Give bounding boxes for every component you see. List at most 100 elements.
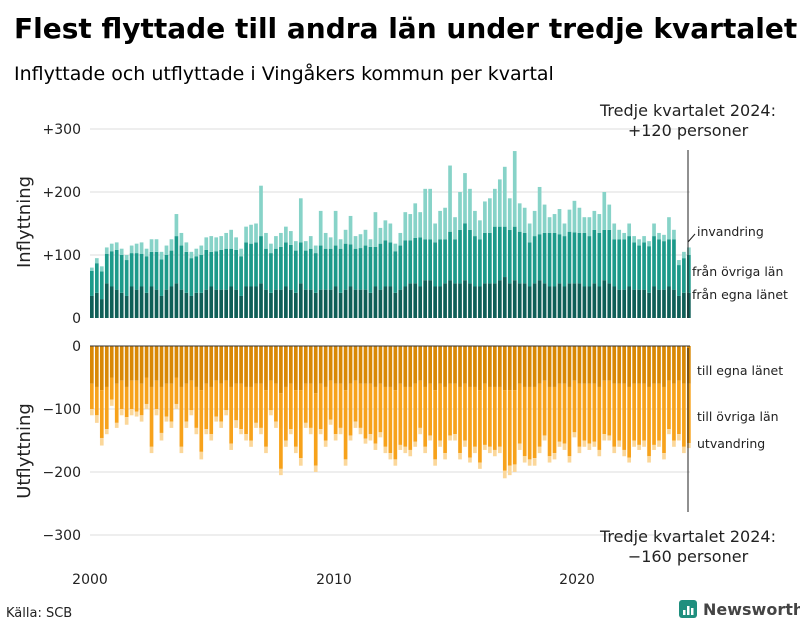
bar-in-fran-egna-lanet [522,283,527,318]
bar-ut-utvandring [298,458,303,466]
bar-ut-till-egna-lanet [144,346,149,378]
bar-ut-till-ovriga-lan [159,386,164,433]
bar-ut-till-egna-lanet [104,346,109,387]
bar-in-fran-ovriga-lan [542,232,547,284]
bar-ut-till-egna-lanet [492,346,497,387]
bar-ut-till-ovriga-lan [473,386,477,447]
bar-ut-till-ovriga-lan [303,383,308,423]
bar-in-invandring [443,207,447,240]
bar-ut-utvandring [602,434,607,441]
inflyttning-bars [90,151,691,318]
bar-ut-till-ovriga-lan [184,383,189,422]
bar-ut-till-egna-lanet [114,346,119,384]
bar-in-invandring [244,226,248,243]
bar-in-fran-egna-lanet [139,286,144,318]
bar-ut-till-ovriga-lan [687,383,691,444]
bar-ut-utvandring [204,429,209,435]
bar-ut-utvandring [254,422,258,428]
bar-in-fran-ovriga-lan [388,242,393,287]
bar-ut-till-ovriga-lan [403,386,408,447]
bar-ut-utvandring [129,409,134,416]
bar-in-fran-egna-lanet [269,292,273,318]
bar-ut-till-egna-lanet [557,346,562,384]
bar-ut-utvandring [194,427,199,435]
bar-in-invandring [383,220,388,241]
bar-in-invandring [512,151,517,227]
bar-in-fran-egna-lanet [532,283,537,318]
bar-ut-till-ovriga-lan [199,390,204,452]
bar-ut-utvandring [368,434,373,441]
bar-ut-till-egna-lanet [577,346,582,384]
bar-ut-till-ovriga-lan [144,377,149,404]
bar-ut-utvandring [383,446,388,454]
bar-in-fran-ovriga-lan [497,226,502,281]
bar-in-invandring [393,243,398,252]
bar-in-fran-ovriga-lan [298,242,303,284]
bar-ut-till-egna-lanet [592,346,597,384]
bar-in-invandring [234,237,238,250]
bar-in-invandring [219,236,224,250]
bar-in-fran-ovriga-lan [642,242,646,290]
bar-in-invandring [388,223,393,243]
bar-ut-utvandring [612,446,617,454]
bar-in-fran-egna-lanet [363,289,368,318]
y-tick-label: −300 [43,528,81,544]
bar-in-fran-egna-lanet [557,283,562,318]
chart-title: Flest flyttade till andra län under tred… [14,12,797,45]
bar-ut-utvandring [537,446,542,454]
bar-in-invandring [124,255,129,261]
bar-ut-till-egna-lanet [209,346,214,387]
bar-ut-till-ovriga-lan [104,386,109,430]
bar-ut-till-egna-lanet [343,346,348,391]
bar-ut-till-egna-lanet [562,346,567,384]
bar-in-fran-ovriga-lan [532,236,537,284]
bar-in-invandring [333,210,338,246]
bar-in-fran-ovriga-lan [463,223,467,281]
bar-in-fran-ovriga-lan [90,270,94,296]
bar-in-fran-egna-lanet [179,289,184,318]
bar-ut-till-egna-lanet [149,346,154,387]
bar-ut-till-ovriga-lan [114,383,119,423]
bar-ut-utvandring [398,444,403,450]
bar-in-invandring [254,223,258,243]
bar-ut-utvandring [473,446,477,454]
bar-in-fran-ovriga-lan [667,239,671,287]
label-fran-ovriga-lan: från övriga län [692,264,783,279]
bar-ut-till-ovriga-lan [219,383,224,422]
bar-in-fran-egna-lanet [224,289,229,318]
bar-in-fran-egna-lanet [572,283,577,318]
bar-ut-till-ovriga-lan [274,383,278,422]
bar-ut-utvandring [333,434,338,441]
bar-ut-till-ovriga-lan [418,380,423,428]
bar-in-fran-ovriga-lan [373,246,378,287]
bar-in-invandring [313,245,318,254]
bar-in-fran-egna-lanet [577,283,582,318]
bar-in-fran-ovriga-lan [657,239,661,290]
bar-in-invandring [453,217,457,240]
brand-logo-bar-3 [691,608,694,615]
bar-in-invandring [269,243,273,254]
bar-in-fran-egna-lanet [164,289,169,318]
bar-in-fran-ovriga-lan [308,248,313,290]
bar-in-fran-egna-lanet [602,280,607,318]
bar-ut-utvandring [353,421,358,428]
bar-in-invandring [279,232,283,247]
bar-ut-till-egna-lanet [328,346,333,381]
bar-in-invandring [264,232,268,249]
bar-ut-till-egna-lanet [174,346,179,378]
bar-in-fran-ovriga-lan [154,251,159,290]
bar-ut-till-egna-lanet [333,346,338,384]
bar-in-invandring [647,241,651,247]
bar-in-fran-egna-lanet [308,289,313,318]
bar-ut-till-egna-lanet [378,346,383,384]
bar-ut-utvandring [249,440,253,447]
bar-in-fran-egna-lanet [622,289,627,318]
bar-ut-utvandring [667,429,671,435]
bar-ut-till-ovriga-lan [492,386,497,450]
bar-in-fran-egna-lanet [284,286,288,318]
bar-ut-utvandring [284,440,288,447]
bar-in-fran-ovriga-lan [393,251,398,293]
bar-ut-till-egna-lanet [687,346,691,384]
bar-ut-utvandring [677,434,681,441]
bar-ut-till-egna-lanet [388,346,393,387]
